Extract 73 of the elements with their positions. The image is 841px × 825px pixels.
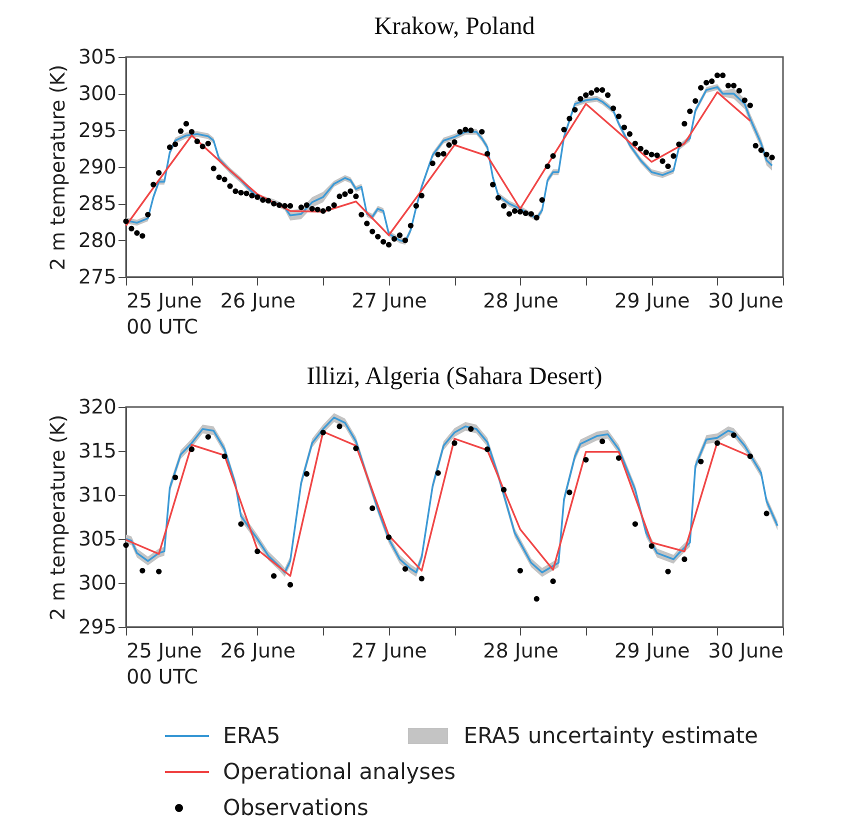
y-tick-label: 315 <box>78 438 116 462</box>
point <box>517 568 524 574</box>
legend-label: ERA5 <box>223 724 280 748</box>
x-tick-label: 25 June 00 UTC <box>126 638 202 688</box>
x-tick-label: 26 June <box>220 288 296 312</box>
x-tick-label: 28 June <box>483 638 558 662</box>
point <box>747 453 753 460</box>
legend-label: Operational analyses <box>223 760 456 784</box>
y-tick-label: 305 <box>78 526 116 550</box>
point <box>370 505 376 512</box>
point <box>764 510 770 516</box>
x-tick-label: 30 June <box>708 288 784 312</box>
x-tick-label: 26 June <box>220 638 296 662</box>
y-tick-label: 295 <box>78 614 116 638</box>
point <box>188 446 195 452</box>
point <box>353 446 359 452</box>
point <box>665 568 671 574</box>
y-axis-title: 2 m temperature (K) <box>45 414 70 620</box>
point <box>714 440 720 446</box>
x-tick-label: 29 June <box>614 288 690 312</box>
point <box>402 566 408 572</box>
y-tick-label: 295 <box>78 118 116 142</box>
x-tick-label: 25 June 00 UTC <box>126 288 202 338</box>
y-tick-label: 320 <box>78 394 116 418</box>
point <box>682 556 688 562</box>
y-tick-label: 285 <box>78 191 116 216</box>
x-tick-label: 28 June <box>483 288 558 312</box>
chart-title: Krakow, Poland <box>374 13 536 40</box>
point <box>270 573 277 579</box>
text: ERA5 uncertainty estimate <box>464 724 758 748</box>
point <box>320 430 326 436</box>
y-tick-label: 305 <box>78 44 116 68</box>
point <box>238 521 244 527</box>
point <box>172 474 178 480</box>
y-tick-label: 275 <box>78 264 116 288</box>
point <box>287 582 294 588</box>
x-tick-label: 27 June <box>352 638 427 662</box>
point <box>534 596 540 602</box>
point <box>156 568 162 574</box>
point <box>648 543 654 549</box>
point <box>616 455 622 461</box>
point <box>566 490 572 496</box>
y-axis-title: 2 m temperature (K) <box>45 64 70 270</box>
y-tick-label: 300 <box>78 570 116 594</box>
legend-label: Observations <box>223 796 368 820</box>
point <box>418 576 424 582</box>
point <box>336 424 342 430</box>
point <box>468 426 474 432</box>
point <box>304 471 310 477</box>
point <box>222 453 228 460</box>
point <box>500 486 507 493</box>
point <box>550 578 556 584</box>
point <box>205 434 211 440</box>
y-tick-label: 290 <box>78 154 116 178</box>
point <box>583 456 589 463</box>
point <box>140 568 146 574</box>
y-tick-label: 300 <box>78 81 116 106</box>
point <box>632 521 638 527</box>
x-tick-label: 29 June <box>614 638 690 662</box>
point <box>698 458 704 464</box>
point <box>452 440 458 446</box>
point <box>599 438 606 444</box>
point <box>123 542 129 548</box>
point <box>435 470 441 476</box>
point <box>730 432 737 438</box>
x-tick-label: 27 June <box>352 288 427 312</box>
chart-title: Illizi, Algeria (Sahara Desert) <box>306 363 602 390</box>
y-tick-label: 310 <box>78 482 116 506</box>
point <box>254 548 260 554</box>
point <box>386 534 392 540</box>
x-tick-label: 30 June <box>708 638 784 662</box>
point <box>484 446 490 452</box>
y-tick-label: 280 <box>78 228 116 252</box>
